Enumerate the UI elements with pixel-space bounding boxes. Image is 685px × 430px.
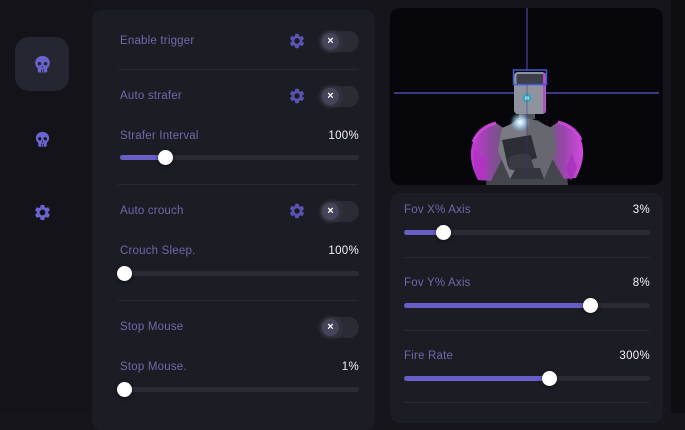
toggle-off-knob: ×: [322, 32, 339, 50]
head-hitbox: [512, 69, 548, 86]
stop-mouse-interval-slider[interactable]: [117, 382, 359, 397]
slider-knob[interactable]: [435, 225, 451, 240]
slider-knob[interactable]: [117, 382, 133, 397]
stop-mouse-interval-header: Stop Mouse. 1%: [120, 360, 359, 374]
fov-x-header: Fov X% Axis 3%: [404, 203, 650, 217]
sidebar: [0, 0, 92, 413]
slider-track: [120, 387, 359, 392]
auto-strafer-label: Auto strafer: [120, 90, 182, 102]
slider-track: [404, 303, 650, 308]
fov-y-value: 8%: [632, 277, 650, 289]
gear-icon[interactable]: [288, 32, 306, 50]
strafer-interval-label: Strafer Interval: [120, 130, 199, 142]
strafer-interval-header: Strafer Interval 100%: [120, 129, 359, 143]
fire-rate-slider[interactable]: [404, 371, 650, 386]
fire-rate-value: 300%: [619, 350, 650, 362]
skull-icon: [33, 130, 52, 149]
slider-track: [120, 155, 359, 160]
robot-bust: [470, 72, 584, 185]
fire-rate-label: Fire Rate: [404, 350, 454, 362]
slider-track: [404, 376, 650, 381]
gear-icon[interactable]: [288, 87, 306, 105]
close-icon: ×: [327, 204, 334, 217]
divider: [118, 184, 358, 185]
stop-mouse-row: Stop Mouse ×: [120, 314, 359, 340]
fire-rate-header: Fire Rate 300%: [404, 349, 650, 363]
strafer-interval-slider[interactable]: [120, 150, 359, 165]
auto-strafer-toggle[interactable]: ×: [320, 85, 359, 107]
slider-fill: [404, 230, 444, 235]
gear-icon[interactable]: [288, 202, 306, 220]
close-icon: ×: [327, 34, 334, 47]
fov-y-header: Fov Y% Axis 8%: [404, 276, 650, 290]
auto-crouch-label: Auto crouch: [120, 205, 184, 217]
sidebar-item-player[interactable]: [15, 112, 69, 166]
window-edge: [671, 0, 685, 413]
slider-knob[interactable]: [541, 371, 557, 386]
slider-knob[interactable]: [157, 150, 173, 165]
close-icon: ×: [327, 320, 334, 333]
divider: [404, 402, 650, 403]
robot-model: [394, 8, 659, 185]
slider-track: [404, 230, 650, 235]
skull-icon: [32, 54, 53, 75]
stop-mouse-label: Stop Mouse: [120, 321, 184, 333]
stop-mouse-interval-value: 1%: [341, 361, 359, 373]
crouch-sleep-label: Crouch Sleep.: [120, 245, 196, 257]
close-icon: ×: [327, 89, 334, 102]
stop-mouse-toggle[interactable]: ×: [320, 316, 359, 338]
fov-x-slider[interactable]: [404, 225, 650, 240]
auto-strafer-row: Auto strafer ×: [120, 83, 359, 109]
fov-x-value: 3%: [632, 204, 650, 216]
enable-trigger-label: Enable trigger: [120, 35, 195, 47]
slider-track: [120, 271, 359, 276]
fov-y-label: Fov Y% Axis: [404, 277, 471, 289]
toggle-off-knob: ×: [322, 318, 339, 336]
auto-crouch-toggle[interactable]: ×: [320, 200, 359, 222]
slider-fill: [120, 155, 166, 160]
divider: [118, 69, 358, 70]
auto-crouch-row: Auto crouch ×: [120, 198, 359, 224]
gear-icon: [33, 203, 52, 222]
toggle-off-knob: ×: [322, 87, 339, 105]
slider-fill: [404, 303, 591, 308]
divider: [404, 257, 650, 258]
crouch-sleep-header: Crouch Sleep. 100%: [120, 244, 359, 258]
fov-y-slider[interactable]: [404, 298, 650, 313]
slider-fill: [404, 376, 550, 381]
slider-knob[interactable]: [583, 298, 599, 313]
crouch-sleep-value: 100%: [328, 245, 359, 257]
sidebar-item-combat[interactable]: [15, 37, 69, 91]
model-preview-viewport: [390, 8, 663, 185]
feature-panel: Enable trigger × Auto strafer × Strafer …: [92, 10, 375, 430]
toggle-off-knob: ×: [322, 202, 339, 220]
crouch-sleep-slider[interactable]: [117, 266, 359, 281]
slider-knob[interactable]: [117, 266, 133, 281]
fov-x-label: Fov X% Axis: [404, 204, 471, 216]
stop-mouse-interval-label: Stop Mouse.: [120, 361, 187, 373]
divider: [118, 300, 358, 301]
chest-glow: [510, 112, 530, 132]
enable-trigger-toggle[interactable]: ×: [320, 30, 359, 52]
aim-settings-panel: Fov X% Axis 3% Fov Y% Axis 8% Fire Rate …: [390, 193, 663, 423]
sidebar-item-settings[interactable]: [15, 185, 69, 239]
divider: [404, 330, 650, 331]
enable-trigger-row: Enable trigger ×: [120, 28, 359, 54]
strafer-interval-value: 100%: [328, 130, 359, 142]
